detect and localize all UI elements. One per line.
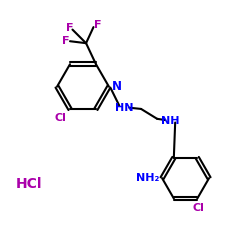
Text: F: F: [94, 20, 102, 30]
Text: Cl: Cl: [192, 204, 204, 214]
Text: Cl: Cl: [54, 113, 66, 123]
Text: NH: NH: [162, 116, 180, 126]
Text: HN: HN: [114, 103, 133, 113]
Text: NH₂: NH₂: [136, 173, 159, 183]
Text: N: N: [112, 80, 122, 93]
Text: F: F: [62, 36, 70, 46]
Text: HCl: HCl: [16, 177, 43, 191]
Text: F: F: [66, 22, 73, 32]
